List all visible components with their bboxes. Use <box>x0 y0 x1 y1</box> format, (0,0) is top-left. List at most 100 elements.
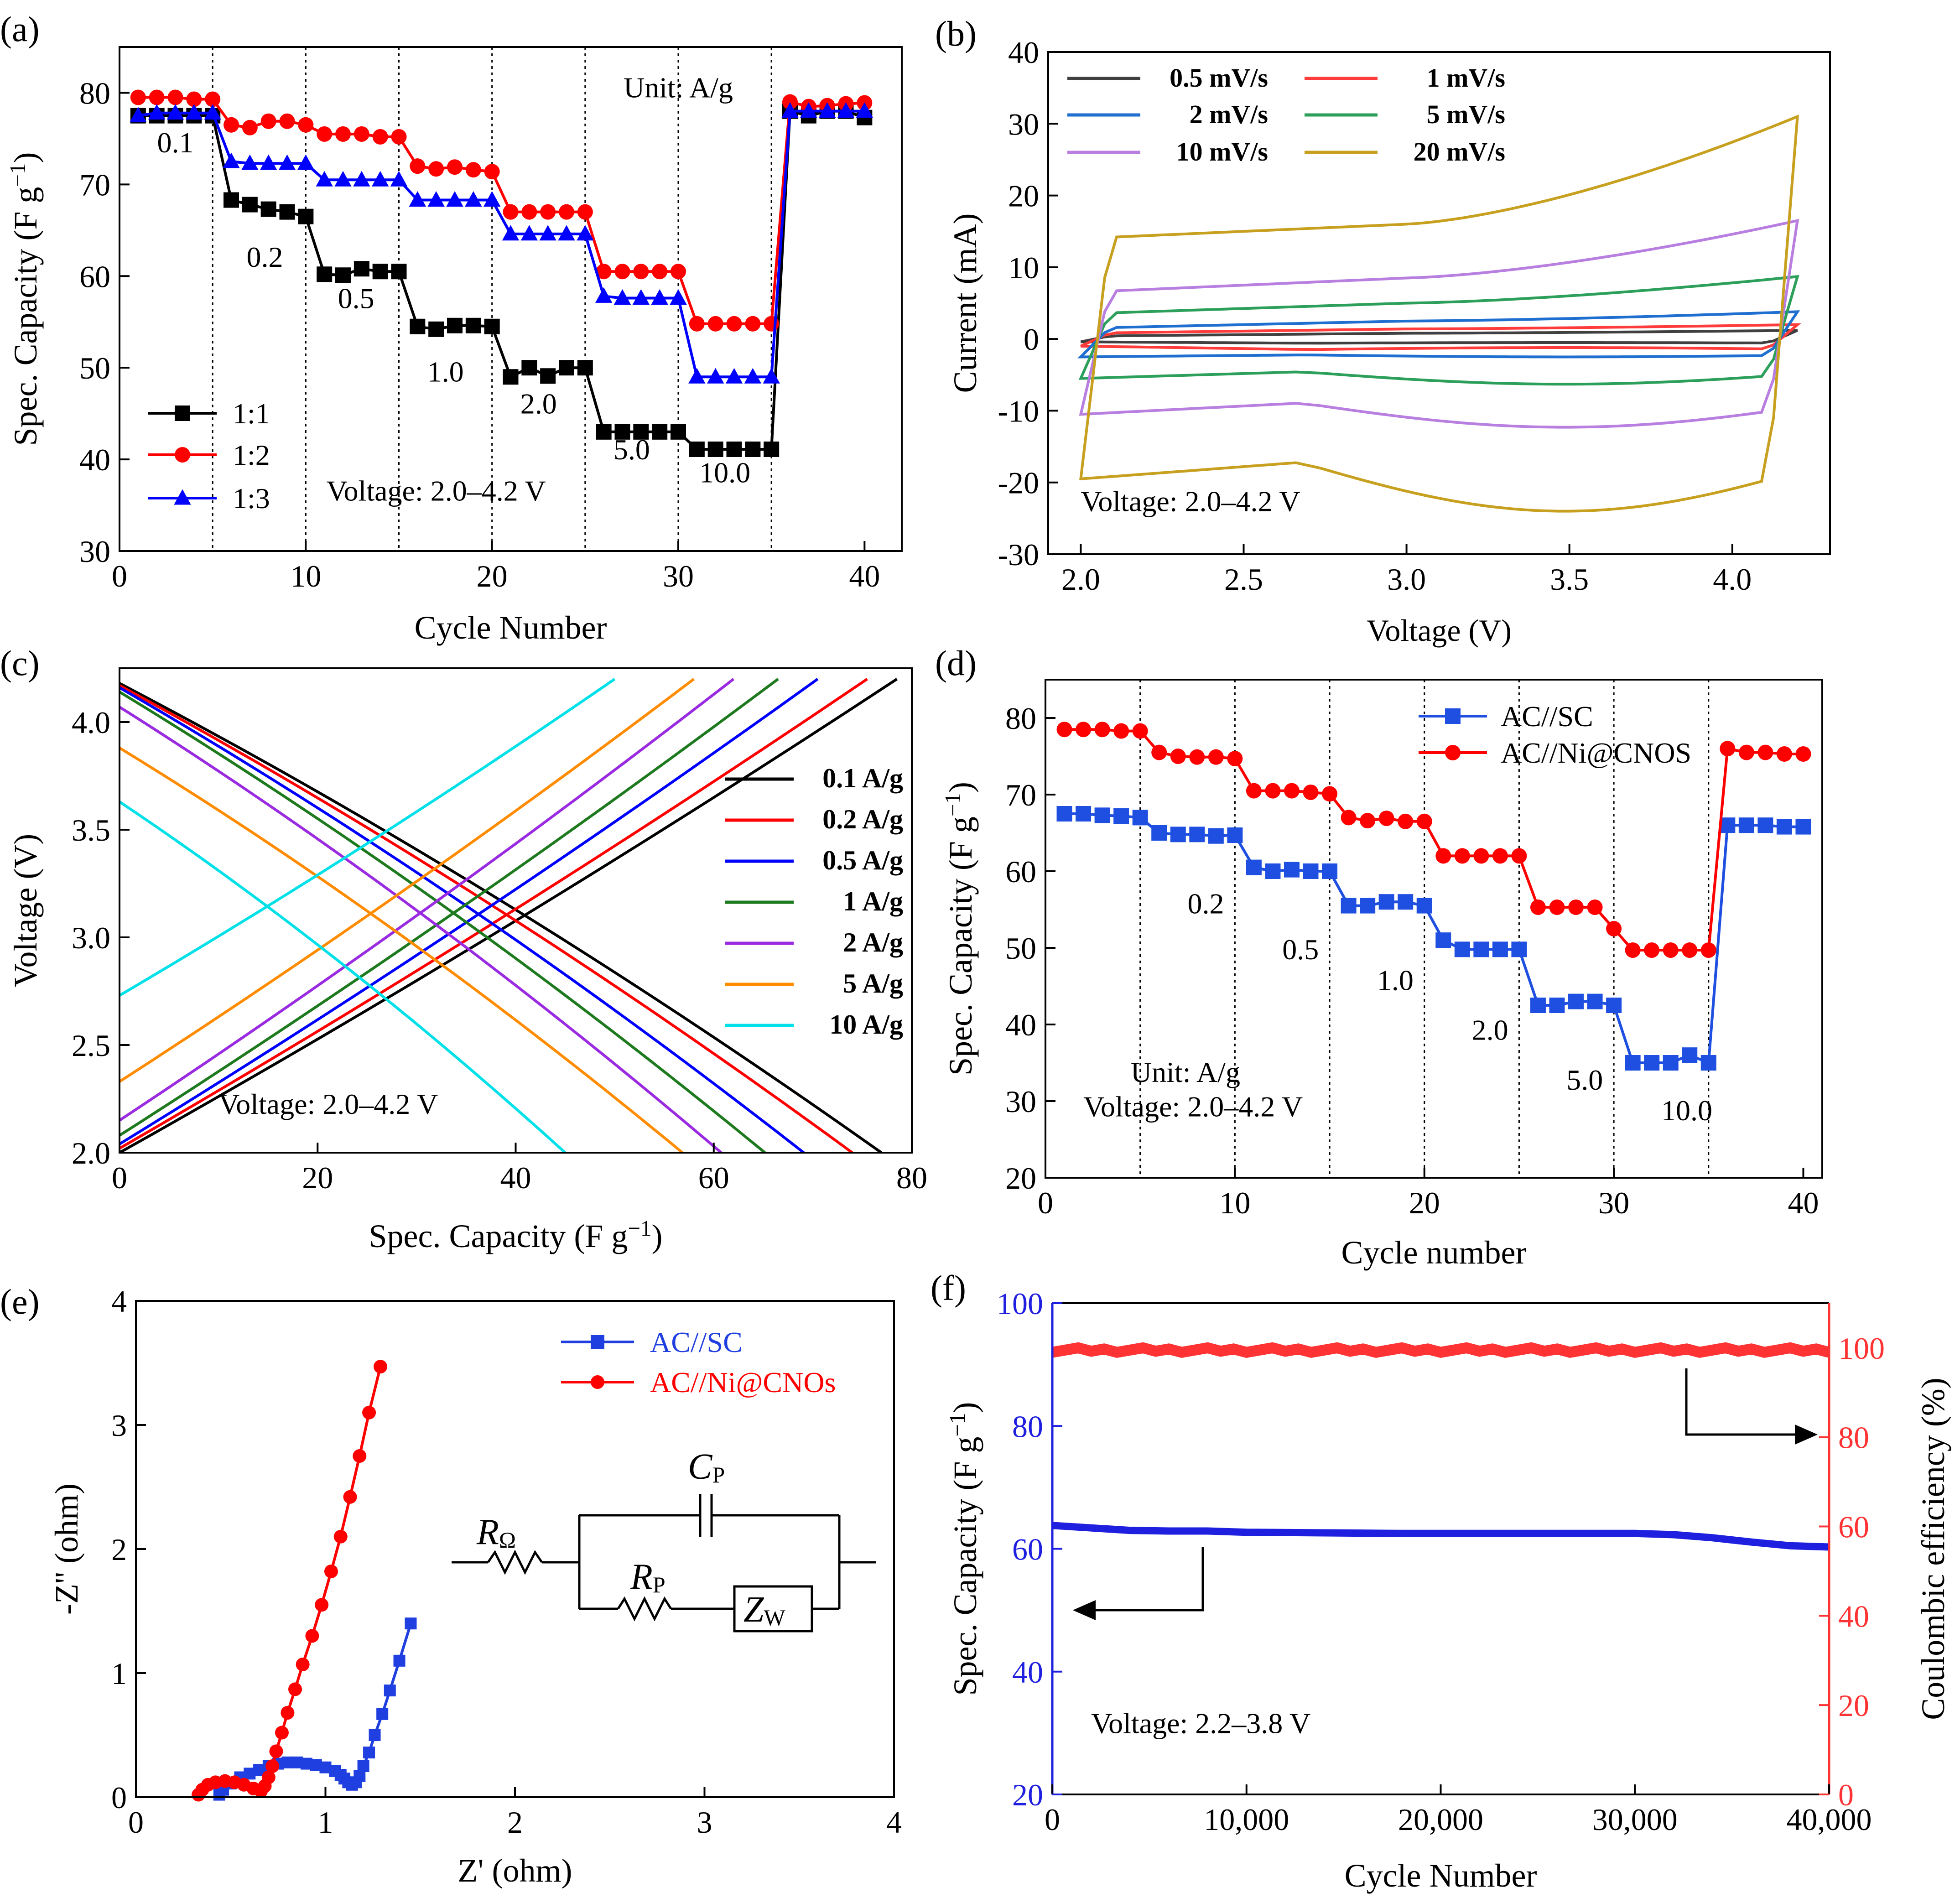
label-zw: ZW <box>743 1590 786 1630</box>
x-tick-label: 20,000 <box>1398 1802 1483 1837</box>
data-point <box>279 113 295 129</box>
annotation: 2.0 <box>520 388 557 420</box>
annotation: Voltage: 2.0–4.2 V <box>218 1088 438 1120</box>
data-point <box>503 204 519 220</box>
data-point <box>1644 1055 1660 1071</box>
data-point <box>632 289 650 305</box>
data-point <box>409 191 426 207</box>
capacity-line <box>1052 1522 1830 1551</box>
annotation: 10.0 <box>1661 1094 1712 1127</box>
data-point <box>633 424 649 440</box>
data-point <box>296 1657 310 1671</box>
annotation: 10.0 <box>699 456 750 489</box>
data-point <box>297 154 315 170</box>
data-point <box>343 1490 357 1504</box>
legend-label: 0.2 A/g <box>822 804 903 834</box>
data-point <box>1151 825 1167 841</box>
annotation: 5.0 <box>1566 1064 1603 1096</box>
data-point <box>1435 932 1451 948</box>
y2-tick-label: 40 <box>1838 1599 1869 1633</box>
data-point <box>745 316 761 332</box>
data-point <box>265 1759 280 1773</box>
legend-label: 10 mV/s <box>1176 137 1268 166</box>
legend-label: 1:2 <box>233 439 270 471</box>
data-point <box>205 91 221 107</box>
data-point <box>1189 749 1205 765</box>
data-point <box>324 1564 338 1578</box>
data-point <box>149 89 165 105</box>
y2-tick-label: 80 <box>1838 1420 1869 1455</box>
data-point <box>1341 898 1357 914</box>
data-point <box>484 164 500 180</box>
y-tick-label: 80 <box>1005 701 1036 736</box>
data-point <box>688 368 706 384</box>
data-point <box>671 264 686 280</box>
panel-label: (c) <box>0 643 40 683</box>
data-point <box>707 368 724 384</box>
data-point <box>1398 813 1414 829</box>
data-point <box>1208 749 1224 765</box>
x-tick-label: 3 <box>697 1805 712 1840</box>
data-point <box>224 192 239 208</box>
data-point <box>390 171 408 187</box>
data-point <box>1568 899 1584 915</box>
panel-b: 2.0 2.5 3.0 3.5 4.0 -30 -20 -10 0 10 20 30 40 (b) Volt… <box>935 14 1831 648</box>
discharge-curve <box>120 684 853 1153</box>
data-point <box>614 264 630 280</box>
data-point <box>558 225 575 241</box>
arrowhead <box>1073 1600 1096 1620</box>
y-tick-label: 80 <box>1012 1409 1043 1444</box>
panel-label: (d) <box>935 643 977 683</box>
x-tick-label: 20 <box>1409 1185 1440 1220</box>
panel-label: (f) <box>931 1268 966 1308</box>
data-point <box>1549 998 1565 1013</box>
y-tick-label: 4.0 <box>72 705 110 740</box>
data-point <box>1189 827 1205 842</box>
legend-marker <box>591 1335 604 1349</box>
data-point <box>315 1598 329 1612</box>
y-tick-label: 60 <box>1005 854 1036 889</box>
warburg-element <box>733 1585 813 1633</box>
charge-curve <box>120 678 779 1137</box>
panel-label: (e) <box>0 1282 40 1321</box>
data-point <box>484 318 500 334</box>
data-point <box>316 171 333 187</box>
label-r-omega: RΩ <box>476 1512 516 1553</box>
y-tick-label: 10 <box>1008 250 1039 285</box>
data-point <box>391 129 407 145</box>
x-axis-label: Voltage (V) <box>1367 613 1512 648</box>
y-tick-label: 2 <box>111 1532 127 1567</box>
data-point <box>577 225 594 241</box>
data-point <box>242 197 258 213</box>
data-point <box>540 204 556 220</box>
data-point <box>353 1449 367 1463</box>
data-point <box>800 102 817 118</box>
y-axis-label: Spec. Capacity (F g−1) <box>5 152 44 446</box>
data-point <box>1473 848 1489 864</box>
data-point <box>279 204 295 220</box>
data-point <box>353 171 370 187</box>
y-tick-label: 30 <box>79 534 110 569</box>
annotation: Unit: A/g <box>624 72 733 104</box>
plot-frame <box>1045 679 1823 1179</box>
data-point <box>278 154 296 170</box>
data-point <box>1454 848 1470 864</box>
data-point <box>782 94 798 110</box>
y-tick-label: 50 <box>79 351 110 385</box>
data-point <box>763 368 780 384</box>
data-point <box>1700 1055 1716 1071</box>
series-line <box>197 1366 382 1796</box>
data-point <box>652 424 668 440</box>
x-tick-label: 10 <box>1219 1185 1250 1220</box>
data-point <box>1492 941 1508 957</box>
data-point <box>503 369 519 385</box>
data-point <box>373 1360 387 1374</box>
y-tick-label: 3 <box>111 1408 127 1443</box>
annotation: 1.0 <box>427 355 464 388</box>
data-point <box>1606 998 1622 1013</box>
data-point <box>1056 806 1072 822</box>
y-tick-label: 3.0 <box>72 920 110 955</box>
y-axis-label: Current (mA) <box>947 213 983 393</box>
legend-label: 10 A/g <box>829 1009 903 1040</box>
data-point <box>520 225 538 241</box>
